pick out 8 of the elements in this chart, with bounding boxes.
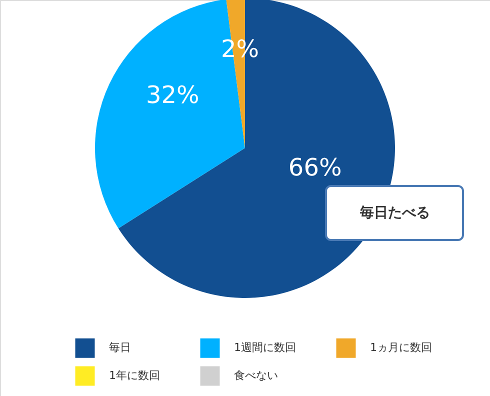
legend-label: 1週間に数回 <box>234 341 296 354</box>
legend-label: 1年に数回 <box>109 369 160 382</box>
text: 毎日たべる <box>359 205 430 221</box>
legend-label: 毎日 <box>109 341 131 354</box>
legend-label: 食べない <box>234 369 278 382</box>
data-label: 32% <box>146 80 200 109</box>
data-label: 66% <box>288 154 342 182</box>
legend-label: 1ヵ月に数回 <box>370 341 432 354</box>
